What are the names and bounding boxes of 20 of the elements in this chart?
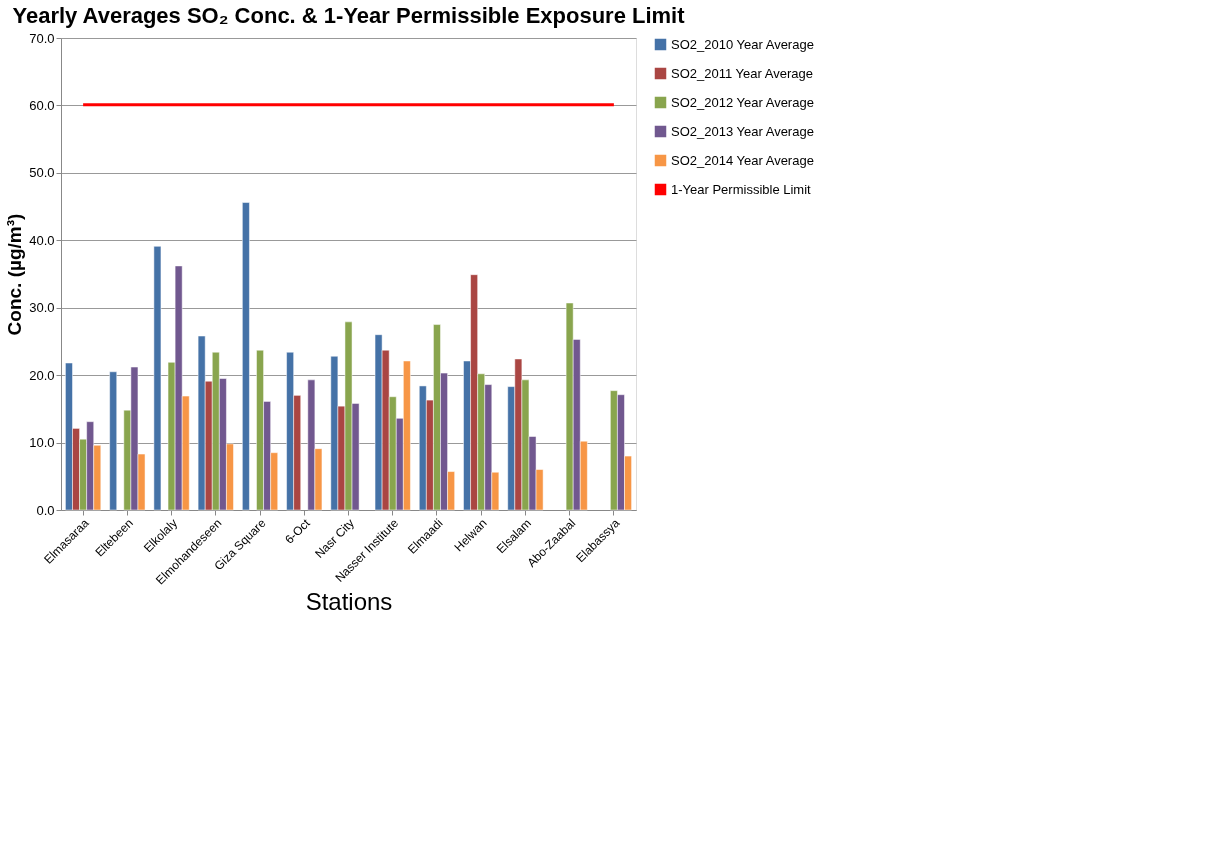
y-tick-label: 40.0 (29, 232, 55, 248)
y-tick-label: 20.0 (29, 367, 55, 383)
bar (109, 371, 117, 511)
legend-label: SO2_2011 Year Average (671, 65, 813, 81)
legend-label: SO2_2013 Year Average (671, 123, 814, 139)
legend-label: 1-Year Permissible Limit (671, 181, 812, 197)
bar (153, 246, 162, 511)
legend-label: SO2_2012 Year Average (671, 94, 814, 110)
y-tick-label: 50.0 (29, 165, 55, 181)
y-axis-title: Conc. (µg/m³) (4, 213, 26, 336)
y-tick-label: 70.0 (29, 30, 55, 46)
y-tick-label: 30.0 (29, 300, 55, 316)
y-tick-label: 10.0 (29, 435, 55, 451)
chart-title: Yearly Averages SO₂ Conc. & 1-Year Permissible Exposure Limit (12, 3, 686, 28)
legend-label: SO2_2010 Year Average (671, 36, 814, 52)
y-tick-label: 0.0 (36, 502, 55, 518)
x-axis-title: Stations (305, 587, 393, 615)
legend-label: SO2_2014 Year Average (671, 152, 814, 168)
bar (242, 202, 250, 511)
y-tick-label: 60.0 (29, 97, 55, 113)
